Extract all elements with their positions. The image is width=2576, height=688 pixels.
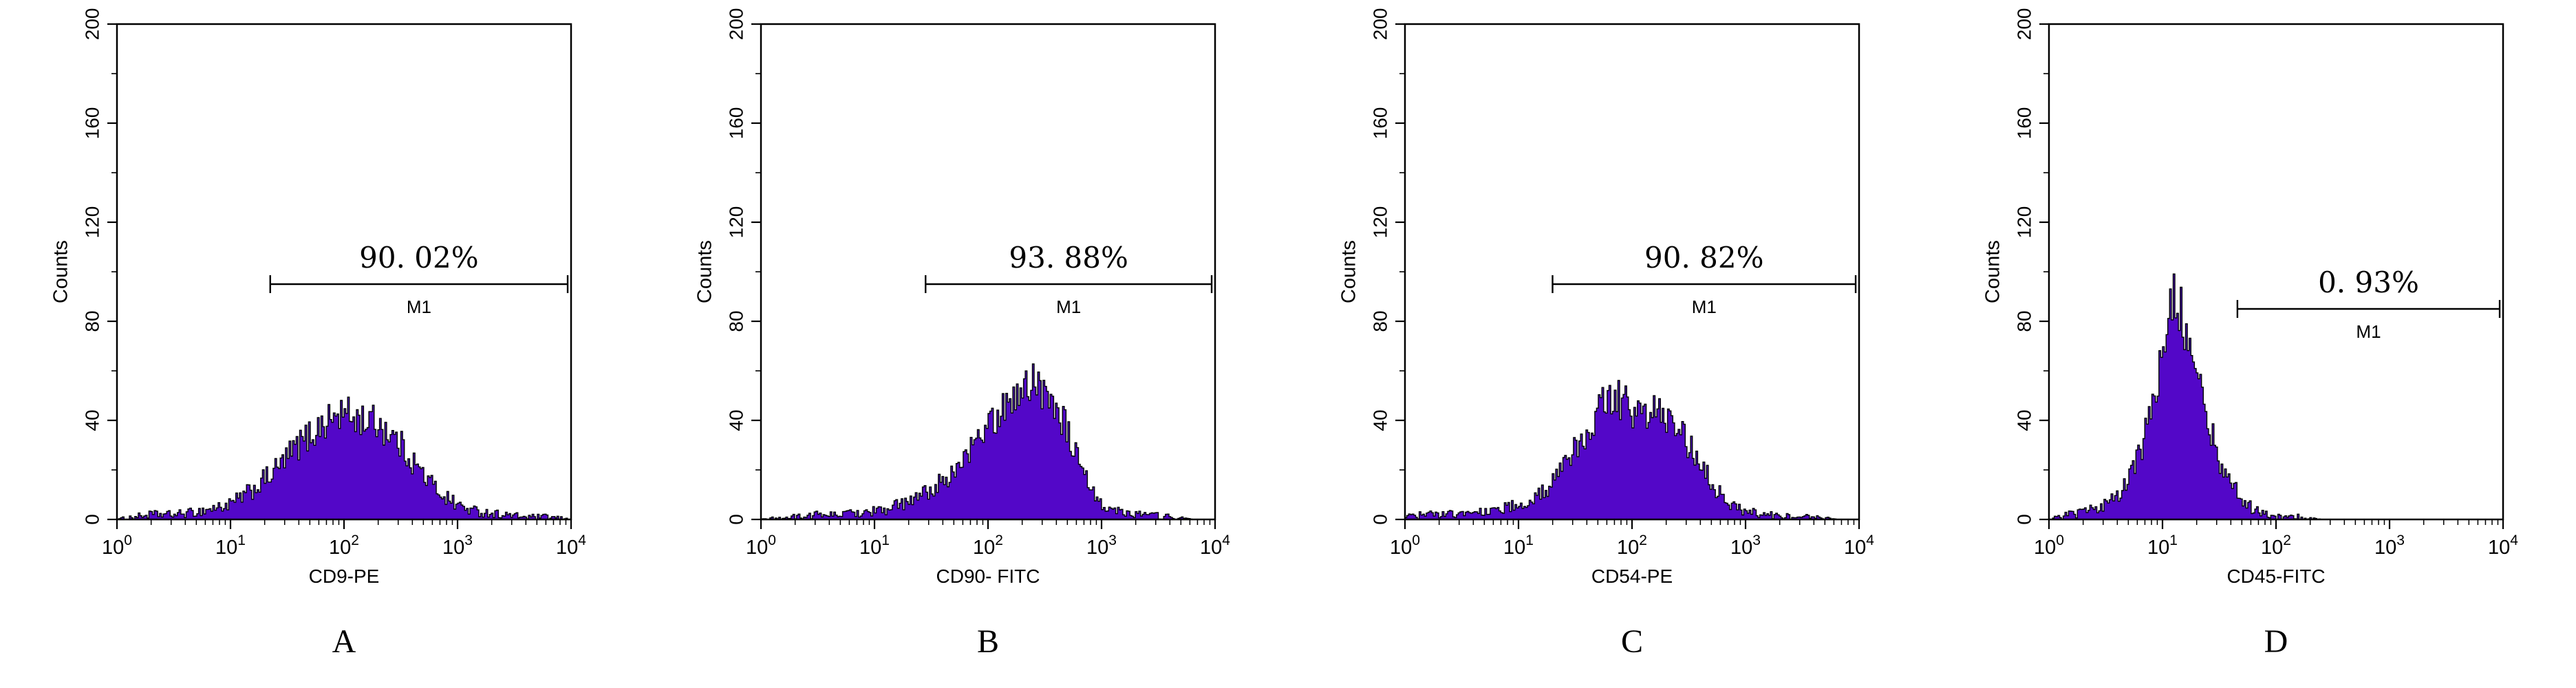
x-tick-label: 101 — [215, 533, 246, 559]
x-tick-label: 102 — [329, 533, 359, 559]
histogram-plot-B: 0 40 80 120 160 200 100 101 102 103 104 93. 88% M1 Co… — [694, 8, 1231, 660]
y-tick-label: 80 — [1369, 310, 1391, 332]
y-tick-label: 160 — [2013, 107, 2035, 140]
x-axis-title: CD54-PE — [1591, 566, 1673, 587]
x-tick-label: 104 — [1200, 533, 1230, 559]
y-tick-label: 0 — [725, 514, 747, 525]
x-tick-label: 104 — [1844, 533, 1874, 559]
y-axis-title: Counts — [1982, 240, 2004, 303]
histogram-area — [117, 396, 571, 520]
panel-B: 0 40 80 120 160 200 100 101 102 103 104 93. 88% M1 Co… — [644, 0, 1288, 688]
y-tick-label: 40 — [2013, 409, 2035, 431]
y-tick-label: 120 — [2013, 206, 2035, 239]
y-tick-label: 120 — [725, 206, 747, 239]
percent-label: 0. 93% — [2318, 266, 2419, 299]
y-tick-label: 160 — [81, 107, 103, 140]
y-tick-label: 200 — [81, 8, 103, 41]
x-tick-label: 100 — [102, 533, 132, 559]
y-tick-label: 160 — [725, 107, 747, 140]
x-tick-label: 102 — [973, 533, 1003, 559]
y-tick-label: 80 — [725, 310, 747, 332]
x-tick-label: 101 — [2147, 533, 2178, 559]
histogram-plot-A: 0 40 80 120 160 200 100 101 102 103 104 90. 02% M1 Co… — [50, 8, 587, 660]
y-tick-label: 40 — [1369, 409, 1391, 431]
x-tick-label: 103 — [442, 533, 473, 559]
percent-label: 93. 88% — [1009, 241, 1128, 275]
y-tick-label: 0 — [2013, 514, 2035, 525]
y-axis-title: Counts — [1338, 240, 1360, 303]
gate-name-label: M1 — [1692, 297, 1717, 317]
y-tick-label: 40 — [725, 409, 747, 431]
x-axis-title: CD9-PE — [309, 566, 380, 587]
histogram-area — [2048, 273, 2503, 520]
y-tick-label: 160 — [1369, 107, 1391, 140]
gate-name-label: M1 — [2356, 321, 2381, 342]
y-tick-label: 0 — [81, 514, 103, 525]
y-axis-title: Counts — [50, 240, 72, 303]
panel-letter-label: A — [332, 623, 356, 660]
x-axis-title: CD90- FITC — [936, 566, 1040, 587]
percent-label: 90. 02% — [359, 241, 479, 275]
y-tick-label: 200 — [1369, 8, 1391, 41]
x-tick-label: 103 — [1730, 533, 1761, 559]
x-tick-label: 101 — [859, 533, 890, 559]
y-tick-label: 80 — [2013, 310, 2035, 332]
x-tick-label: 101 — [1503, 533, 1534, 559]
y-tick-label: 200 — [725, 8, 747, 41]
panel-letter-label: B — [977, 623, 999, 660]
y-tick-label: 40 — [81, 409, 103, 431]
x-tick-label: 104 — [556, 533, 586, 559]
panel-D: 0 40 80 120 160 200 100 101 102 103 104 0. 93% M1 Cou… — [1932, 0, 2576, 688]
histogram-area — [1404, 380, 1859, 520]
y-tick-label: 0 — [1369, 514, 1391, 525]
x-tick-label: 104 — [2488, 533, 2518, 559]
gate-name-label: M1 — [1056, 297, 1081, 317]
y-axis-title: Counts — [694, 240, 716, 303]
y-tick-label: 200 — [2013, 8, 2035, 41]
y-tick-label: 120 — [81, 206, 103, 239]
panel-A: 0 40 80 120 160 200 100 101 102 103 104 90. 02% M1 Co… — [0, 0, 644, 688]
x-tick-label: 100 — [2034, 533, 2064, 559]
x-tick-label: 100 — [746, 533, 776, 559]
plot-frame — [2048, 23, 2504, 521]
y-tick-label: 80 — [81, 310, 103, 332]
x-tick-label: 102 — [2261, 533, 2291, 559]
y-tick-label: 120 — [1369, 206, 1391, 239]
percent-label: 90. 82% — [1644, 241, 1764, 275]
gate-name-label: M1 — [407, 297, 431, 317]
histogram-plot-C: 0 40 80 120 160 200 100 101 102 103 104 90. 82% M1 Co… — [1338, 8, 1875, 660]
x-tick-label: 102 — [1617, 533, 1647, 559]
panel-letter-label: D — [2264, 623, 2288, 660]
histogram-plot-D: 0 40 80 120 160 200 100 101 102 103 104 0. 93% M1 Cou… — [1982, 8, 2519, 660]
panel-C: 0 40 80 120 160 200 100 101 102 103 104 90. 82% M1 Co… — [1288, 0, 1932, 688]
x-axis-title: CD45-FITC — [2226, 566, 2325, 587]
x-tick-label: 103 — [1086, 533, 1117, 559]
x-tick-label: 100 — [1390, 533, 1420, 559]
x-tick-label: 103 — [2374, 533, 2405, 559]
panel-letter-label: C — [1621, 623, 1643, 660]
histogram-area — [760, 363, 1215, 520]
